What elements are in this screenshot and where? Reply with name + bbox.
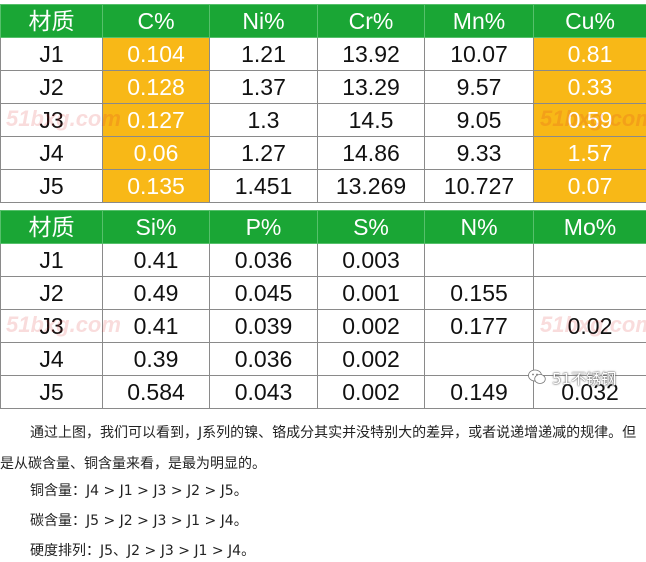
cell-copper-highlight: 1.57 [533,136,646,170]
cell-nitrogen [424,342,534,376]
cell-molybdenum [533,243,646,277]
hardness-ranking: 硬度排列：J5、J2 > J3 > J1 > J4。 [30,543,256,559]
table-header-row: 材质 Si% P% S% N% Mo% [0,210,646,244]
cell-nitrogen: 0.149 [424,375,534,409]
cell-copper-highlight: 0.33 [533,70,646,104]
copper-ranking: 铜含量：J4 > J1 > J3 > J2 > J5。 [30,483,248,499]
analysis-paragraph: 通过上图，我们可以看到，J系列的镍、铬成分其实并没特别大的差异，或者说递增递减的… [0,425,637,472]
cell-material: J4 [0,342,103,376]
cell-carbon-highlight: 0.06 [102,136,210,170]
cell-copper-highlight: 0.81 [533,37,646,71]
header-cell-phosphorus: P% [209,210,318,244]
table-row: J4 0.39 0.036 0.002 [0,342,646,376]
table-row: J1 0.104 1.21 13.92 10.07 0.81 [0,37,646,71]
composition-table-2: 材质 Si% P% S% N% Mo% J1 0.41 0.036 0.003 … [0,210,646,409]
cell-chromium: 14.5 [317,103,425,137]
cell-material: J3 [0,309,103,343]
composition-table-1: 材质 C% Ni% Cr% Mn% Cu% J1 0.104 1.21 13.9… [0,4,646,203]
cell-material: J5 [0,375,103,409]
cell-silicon: 0.39 [102,342,210,376]
cell-nickel: 1.21 [209,37,318,71]
header-cell-sulfur: S% [317,210,425,244]
header-cell-manganese: Mn% [424,4,534,38]
table-row: J1 0.41 0.036 0.003 [0,243,646,277]
cell-manganese: 9.57 [424,70,534,104]
cell-phosphorus: 0.043 [209,375,318,409]
table-row: J3 0.127 1.3 14.5 9.05 0.59 [0,103,646,137]
carbon-ranking: 碳含量：J5 > J2 > J3 > J1 > J4。 [30,513,248,529]
cell-chromium: 13.29 [317,70,425,104]
cell-material: J2 [0,276,103,310]
cell-phosphorus: 0.036 [209,243,318,277]
table-row: J2 0.128 1.37 13.29 9.57 0.33 [0,70,646,104]
cell-silicon: 0.41 [102,309,210,343]
cell-chromium: 14.86 [317,136,425,170]
cell-molybdenum [533,342,646,376]
cell-carbon-highlight: 0.128 [102,70,210,104]
cell-sulfur: 0.001 [317,276,425,310]
header-cell-nickel: Ni% [209,4,318,38]
header-cell-material: 材质 [0,210,103,244]
header-cell-silicon: Si% [102,210,210,244]
table-row: J5 0.584 0.043 0.002 0.149 0.032 [0,375,646,409]
cell-nickel: 1.37 [209,70,318,104]
cell-sulfur: 0.003 [317,243,425,277]
cell-material: J3 [0,103,103,137]
cell-molybdenum: 0.02 [533,309,646,343]
table-row: J4 0.06 1.27 14.86 9.33 1.57 [0,136,646,170]
cell-sulfur: 0.002 [317,309,425,343]
cell-material: J1 [0,37,103,71]
table-row: J2 0.49 0.045 0.001 0.155 [0,276,646,310]
cell-carbon-highlight: 0.104 [102,37,210,71]
cell-nitrogen: 0.177 [424,309,534,343]
cell-nitrogen: 0.155 [424,276,534,310]
header-cell-copper: Cu% [533,4,646,38]
cell-sulfur: 0.002 [317,342,425,376]
header-cell-nitrogen: N% [424,210,534,244]
cell-copper-highlight: 0.07 [533,169,646,203]
cell-silicon: 0.49 [102,276,210,310]
header-cell-molybdenum: Mo% [533,210,646,244]
cell-carbon-highlight: 0.135 [102,169,210,203]
cell-manganese: 9.33 [424,136,534,170]
header-cell-chromium: Cr% [317,4,425,38]
cell-nickel: 1.451 [209,169,318,203]
cell-nitrogen [424,243,534,277]
cell-carbon-highlight: 0.127 [102,103,210,137]
cell-material: J2 [0,70,103,104]
cell-phosphorus: 0.039 [209,309,318,343]
cell-sulfur: 0.002 [317,375,425,409]
cell-copper-highlight: 0.59 [533,103,646,137]
cell-phosphorus: 0.036 [209,342,318,376]
cell-chromium: 13.269 [317,169,425,203]
cell-material: J4 [0,136,103,170]
wechat-icon [528,369,546,389]
header-cell-material: 材质 [0,4,103,38]
table-row: J3 0.41 0.039 0.002 0.177 0.02 [0,309,646,343]
cell-silicon: 0.584 [102,375,210,409]
cell-molybdenum: 0.032 [533,375,646,409]
wechat-watermark: 51不锈钢 [528,368,616,389]
cell-phosphorus: 0.045 [209,276,318,310]
table-row: J5 0.135 1.451 13.269 10.727 0.07 [0,169,646,203]
cell-molybdenum [533,276,646,310]
cell-manganese: 9.05 [424,103,534,137]
cell-material: J5 [0,169,103,203]
cell-manganese: 10.07 [424,37,534,71]
cell-manganese: 10.727 [424,169,534,203]
cell-nickel: 1.27 [209,136,318,170]
cell-nickel: 1.3 [209,103,318,137]
cell-silicon: 0.41 [102,243,210,277]
header-cell-carbon: C% [102,4,210,38]
table-header-row: 材质 C% Ni% Cr% Mn% Cu% [0,4,646,38]
cell-chromium: 13.92 [317,37,425,71]
cell-material: J1 [0,243,103,277]
wechat-account-label: 51不锈钢 [552,370,617,388]
